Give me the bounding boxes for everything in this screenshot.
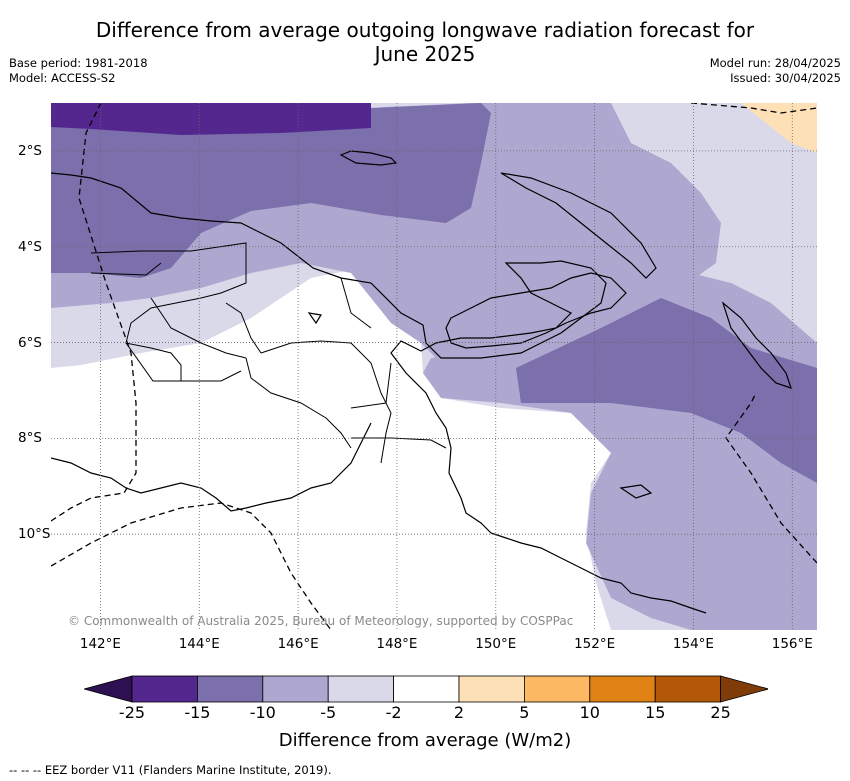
colorbar-tick-label: -25 [118, 703, 146, 722]
colorbar-title: Difference from average (W/m2) [278, 730, 572, 751]
x-tick-label: 144°E [178, 636, 220, 652]
colorbar-tick-label: 2 [453, 703, 465, 722]
copyright-notice: © Commonwealth of Australia 2025, Bureau… [68, 614, 574, 628]
colorbar-tick-label: 5 [519, 703, 530, 722]
field-plus-2 [741, 103, 817, 153]
coast-manus [339, 150, 398, 166]
issued-date: Issued: 30/04/2025 [730, 71, 841, 85]
coast-islands-1 [619, 484, 653, 499]
colorbar-segment [393, 675, 460, 703]
colorbar-tick-label: 15 [645, 703, 666, 722]
base-period: Base period: 1981-2018 [9, 56, 148, 70]
map-plot [51, 103, 817, 630]
title-line-1: Difference from average outgoing longwav… [95, 18, 755, 42]
x-tick-label: 150°E [475, 636, 517, 652]
x-tick-label: 148°E [376, 636, 418, 652]
title-line-2: June 2025 [374, 42, 476, 66]
y-tick-label: 6°S [18, 334, 42, 351]
x-tick-label: 142°E [79, 636, 121, 652]
colorbar-tick-label: -10 [249, 703, 276, 722]
eez-northeast [690, 103, 817, 114]
colorbar-segment [327, 675, 394, 703]
field-minus-25 [51, 103, 371, 135]
meta-right: Model run: 28/04/2025 Issued: 30/04/2025 [710, 56, 841, 86]
colorbar-segment [523, 675, 591, 703]
colorbar-tick-label: -15 [184, 703, 211, 722]
colorbar-segment [589, 675, 656, 703]
coast-islands-2 [307, 312, 322, 325]
model-run: Model run: 28/04/2025 [709, 56, 841, 70]
colorbar-segment [131, 675, 198, 703]
colorbar-segment [262, 675, 329, 703]
chart-title: Difference from average outgoing longwav… [0, 18, 850, 66]
x-tick-label: 156°E [771, 636, 813, 652]
y-tick-label: 8°S [18, 430, 42, 447]
colorbar-segment [197, 675, 264, 703]
colorbar-tick-label: -5 [320, 703, 337, 722]
x-tick-label: 152°E [574, 636, 616, 652]
colorbar-tick-label: -2 [385, 703, 402, 722]
colorbar-tick-label: 25 [710, 703, 731, 722]
meta-left: Base period: 1981-2018 Model: ACCESS-S2 [9, 56, 148, 86]
y-tick-label: 2°S [18, 142, 42, 159]
x-tick-label: 154°E [672, 636, 714, 652]
colorbar-tick-label: 10 [579, 703, 600, 722]
colorbar-segment [458, 675, 525, 703]
eez-west [51, 103, 137, 522]
eez-borders [51, 103, 817, 630]
field-near-average [51, 263, 611, 630]
province-borders [90, 242, 447, 464]
model-name: Model: ACCESS-S2 [9, 71, 116, 85]
y-tick-label: 4°S [18, 238, 42, 255]
field-minus-15-north [51, 103, 491, 278]
x-tick-label: 146°E [277, 636, 319, 652]
colorbar-segment [654, 675, 722, 703]
coastlines [51, 150, 792, 614]
eez-legend-footnote: -- -- -- EEZ border V11 (Flanders Marine… [9, 763, 332, 777]
colorbar-extend-low [84, 675, 133, 703]
field-minus-15-east [516, 298, 817, 483]
gridlines [51, 103, 817, 630]
coast-new-ireland [500, 172, 657, 279]
eez-east [725, 392, 817, 564]
colorbar-extend-high [720, 675, 768, 703]
colorbar [84, 675, 768, 703]
y-tick-label: 10°S [18, 526, 51, 543]
coast-new-britain [445, 272, 627, 349]
coast-south-png [51, 422, 372, 512]
coast-bougainville [721, 301, 792, 389]
